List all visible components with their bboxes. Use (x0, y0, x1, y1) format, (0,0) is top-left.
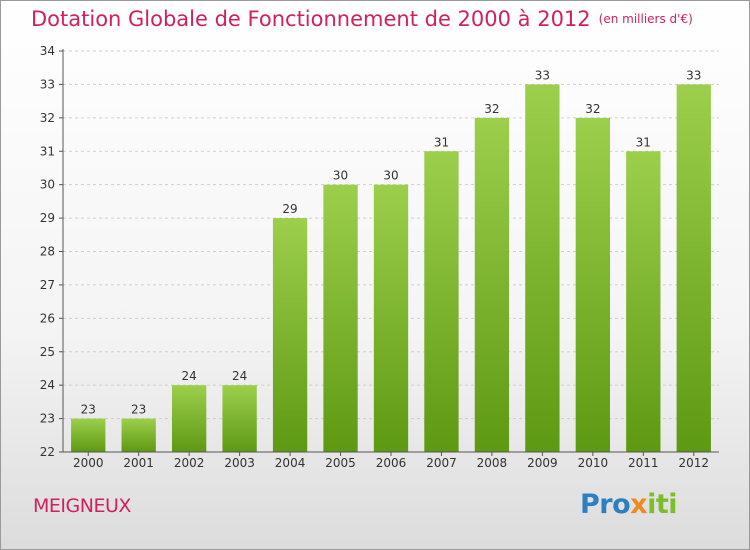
data-label: 29 (282, 202, 297, 216)
data-label: 31 (434, 135, 449, 149)
bar (121, 418, 156, 452)
bar (272, 218, 308, 452)
data-label: 24 (182, 369, 197, 383)
axes: 22 23 24 25 26 27 28 29 30 31 32 33 34 2000 2001 2002 20… (40, 44, 719, 470)
y-tick-label: 33 (40, 77, 55, 91)
data-label: 30 (383, 169, 398, 183)
x-tick-label: 2009 (527, 456, 558, 470)
commune-name: MEIGNEUX (33, 495, 131, 517)
y-tick-label: 30 (40, 178, 55, 192)
bar (71, 418, 106, 452)
bar (474, 117, 510, 452)
data-label: 31 (636, 135, 651, 149)
bar (373, 184, 409, 452)
y-tick-label: 28 (40, 245, 55, 259)
x-tick-label: 2008 (477, 456, 508, 470)
chart-title-text: Dotation Globale de Fonctionnement de 20… (31, 7, 591, 31)
y-tick-label: 24 (40, 378, 55, 392)
bar (323, 184, 358, 452)
data-label: 23 (131, 403, 146, 417)
data-label: 32 (585, 102, 600, 116)
x-tick-label: 2003 (224, 456, 255, 470)
y-tick-label: 26 (40, 311, 55, 325)
bar (575, 117, 611, 452)
y-tick-label: 23 (40, 412, 55, 426)
proxiti-logo: Proxiti (580, 489, 677, 520)
y-tick-label: 34 (40, 44, 55, 58)
data-labels: 23 23 24 24 29 30 30 31 32 33 32 31 33 (81, 68, 702, 416)
x-tick-label: 2004 (275, 456, 306, 470)
bar (424, 151, 459, 452)
x-tick-label: 2010 (578, 456, 609, 470)
y-tick-label: 32 (40, 111, 55, 125)
bars (71, 84, 711, 453)
x-tick-label: 2001 (123, 456, 154, 470)
x-tick-label: 2005 (325, 456, 356, 470)
bar (222, 385, 257, 452)
x-tick-label: 2006 (376, 456, 407, 470)
y-tick-label: 31 (40, 144, 55, 158)
x-tick-label: 2002 (174, 456, 205, 470)
data-label: 33 (686, 68, 701, 82)
data-label: 23 (81, 403, 96, 417)
x-tick-label: 2007 (426, 456, 457, 470)
bar (626, 151, 661, 452)
chart-title: Dotation Globale de Fonctionnement de 20… (31, 7, 693, 31)
data-label: 32 (484, 102, 499, 116)
y-tick-label: 25 (40, 345, 55, 359)
x-tick-label: 2012 (678, 456, 709, 470)
unit-note: (en milliers d'€) (598, 12, 693, 26)
y-tick-label: 27 (40, 278, 55, 292)
data-label: 33 (535, 68, 550, 82)
x-tick-label: 2011 (628, 456, 659, 470)
data-label: 30 (333, 169, 348, 183)
y-tick-label: 22 (40, 445, 55, 459)
bar (171, 385, 207, 452)
bar (676, 84, 711, 453)
data-label: 24 (232, 369, 247, 383)
x-tick-label: 2000 (73, 456, 104, 470)
bar (525, 84, 560, 453)
y-tick-label: 29 (40, 211, 55, 225)
